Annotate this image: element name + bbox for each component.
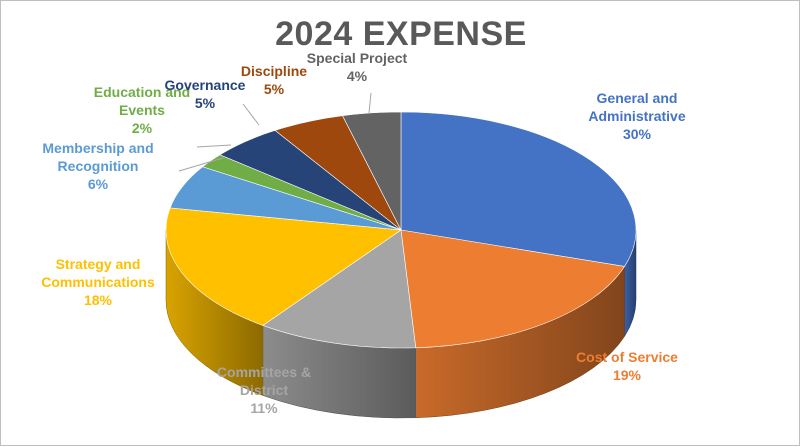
data-label-category: Committees & [217, 364, 311, 380]
data-label-category: Recognition [58, 158, 139, 174]
data-label-category: Communications [41, 274, 155, 290]
data-label-percent: 19% [613, 367, 642, 383]
data-label-percent: 5% [264, 81, 285, 97]
leader-line [196, 144, 232, 148]
data-label-strategy-and-communications: Strategy and Communications 18% [41, 256, 155, 308]
data-label-discipline: Discipline 5% [241, 63, 307, 97]
data-label-percent: 4% [347, 68, 368, 84]
data-label-percent: 5% [195, 95, 216, 111]
data-label-category: General and [597, 90, 678, 106]
pie-slice-committees-district [262, 229, 417, 349]
chart-title: 2024 EXPENSE [275, 15, 527, 53]
data-label-education-and-events: Education and Events 2% [94, 84, 190, 136]
data-label-committees-district: Committees & District 11% [217, 364, 311, 416]
data-label-category: Administrative [588, 108, 685, 124]
data-label-percent: 18% [84, 292, 113, 308]
data-label-category: Membership and [42, 140, 153, 156]
pie-slice-cost-of-service [400, 229, 625, 349]
pie-slice-special-project [342, 111, 402, 231]
pie-slice-strategy-and-communications [165, 207, 402, 326]
leader-line [178, 157, 224, 172]
data-label-percent: 6% [88, 176, 109, 192]
label-group: General and Administrative 30% Cost of Serv… [41, 50, 686, 416]
data-label-cost-of-service: Cost of Service 19% [576, 349, 678, 383]
data-label-governance: Governance 5% [165, 77, 246, 111]
leader-line [368, 92, 372, 114]
data-label-general-and-administrative: General and Administrative 30% [588, 90, 685, 142]
data-label-category: District [240, 382, 289, 398]
pie-side-group [165, 229, 637, 419]
data-label-category: Discipline [241, 63, 307, 79]
data-label-category: Strategy and [56, 256, 141, 272]
data-label-category: Education and [94, 84, 190, 100]
pie-top-group [165, 111, 637, 349]
data-label-category: Governance [165, 77, 246, 93]
data-label-special-project: Special Project 4% [307, 50, 408, 84]
pie-slice-general-and-administrative [400, 111, 637, 267]
data-label-category: Special Project [307, 50, 408, 66]
data-label-category: Cost of Service [576, 349, 678, 365]
data-label-percent: 11% [250, 400, 278, 416]
data-label-membership-and-recognition: Membership and Recognition 6% [42, 140, 153, 192]
data-label-percent: 30% [623, 126, 652, 142]
data-label-percent: 2% [132, 120, 153, 136]
data-label-category: Events [119, 102, 165, 118]
leader-line [242, 103, 260, 126]
